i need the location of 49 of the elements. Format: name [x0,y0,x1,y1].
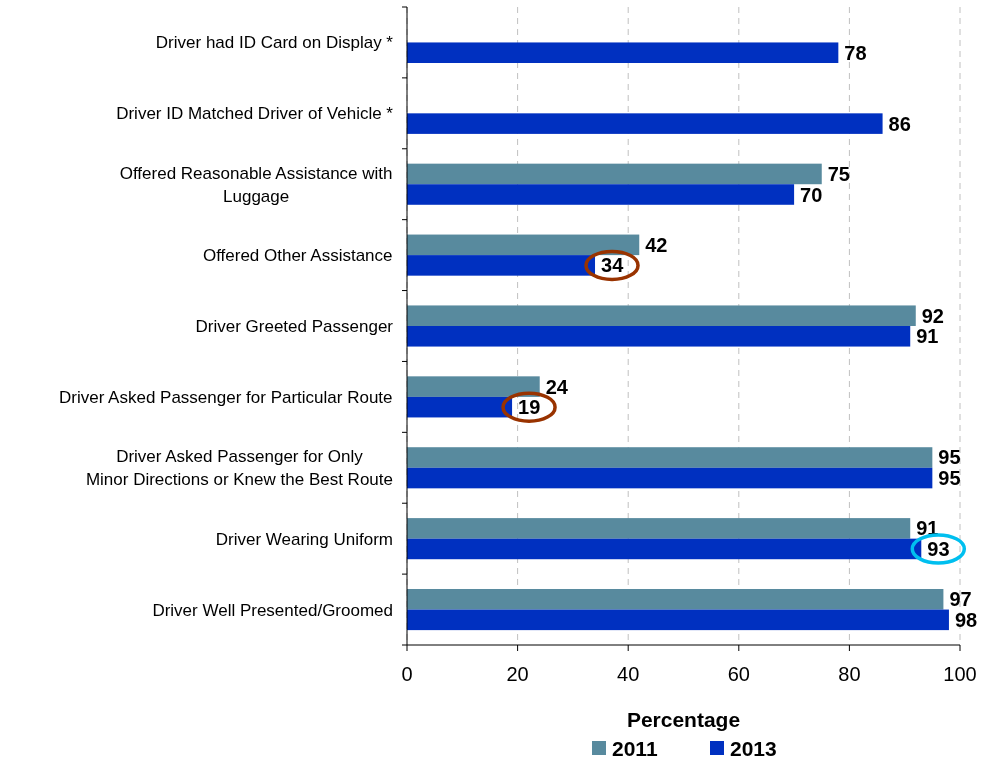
data-label: 95 [938,467,961,490]
y-tick-label: Offered Reasonable Assistance with Luggage [119,163,393,206]
bar [407,234,640,256]
data-label: 24 [545,375,569,398]
legend-label: 2013 [730,737,777,760]
bar [407,538,922,560]
x-tick-label: 40 [617,663,640,685]
y-tick-label: Driver Asked Passenger for Only Minor Directions or Knew the Best Route [85,447,394,490]
data-label: 92 [921,304,945,327]
x-tick-label: 20 [506,663,529,685]
data-label: 42 [645,233,668,256]
data-label: 78 [844,41,867,64]
y-tick-label: Driver Asked Passenger for Particular Route [58,387,393,407]
x-axis-title: Percentage [626,708,741,731]
bar [407,396,513,418]
bar [407,589,944,610]
y-tick-label: Driver ID Matched Driver of Vehicle * [116,104,394,124]
data-label: 19 [518,396,541,419]
bar [407,447,933,468]
bar [407,518,911,539]
bar [407,467,933,489]
data-label: 98 [954,608,978,631]
data-label: 86 [888,112,911,135]
data-label: 97 [949,588,972,611]
data-label: 34 [601,254,625,277]
x-tick-label: 0 [401,663,413,685]
x-tick-label: 80 [838,663,861,685]
bar [407,609,949,631]
legend-label: 2011 [612,737,658,760]
y-tick-label: Driver Wearing Uniform [215,529,393,549]
x-tick-label: 100 [943,663,977,685]
bar [407,376,540,397]
bar [407,305,916,326]
data-label: 91 [916,325,939,348]
y-tick-label: Offered Other Assistance [202,246,393,266]
y-tick-label: Driver Greeted Passenger [195,316,394,336]
bar [407,184,795,205]
data-label: 70 [800,183,823,206]
y-tick-label: Driver Well Presented/Groomed [152,600,393,620]
bar [407,113,883,134]
bar [407,42,839,63]
data-label: 95 [938,446,961,469]
bar [407,163,822,185]
bar [407,255,596,276]
data-label: 75 [827,162,850,185]
bar [407,326,911,347]
y-tick-label: Driver had ID Card on Display * [155,33,394,53]
data-label: 93 [927,537,950,560]
x-tick-label: 60 [727,663,750,685]
